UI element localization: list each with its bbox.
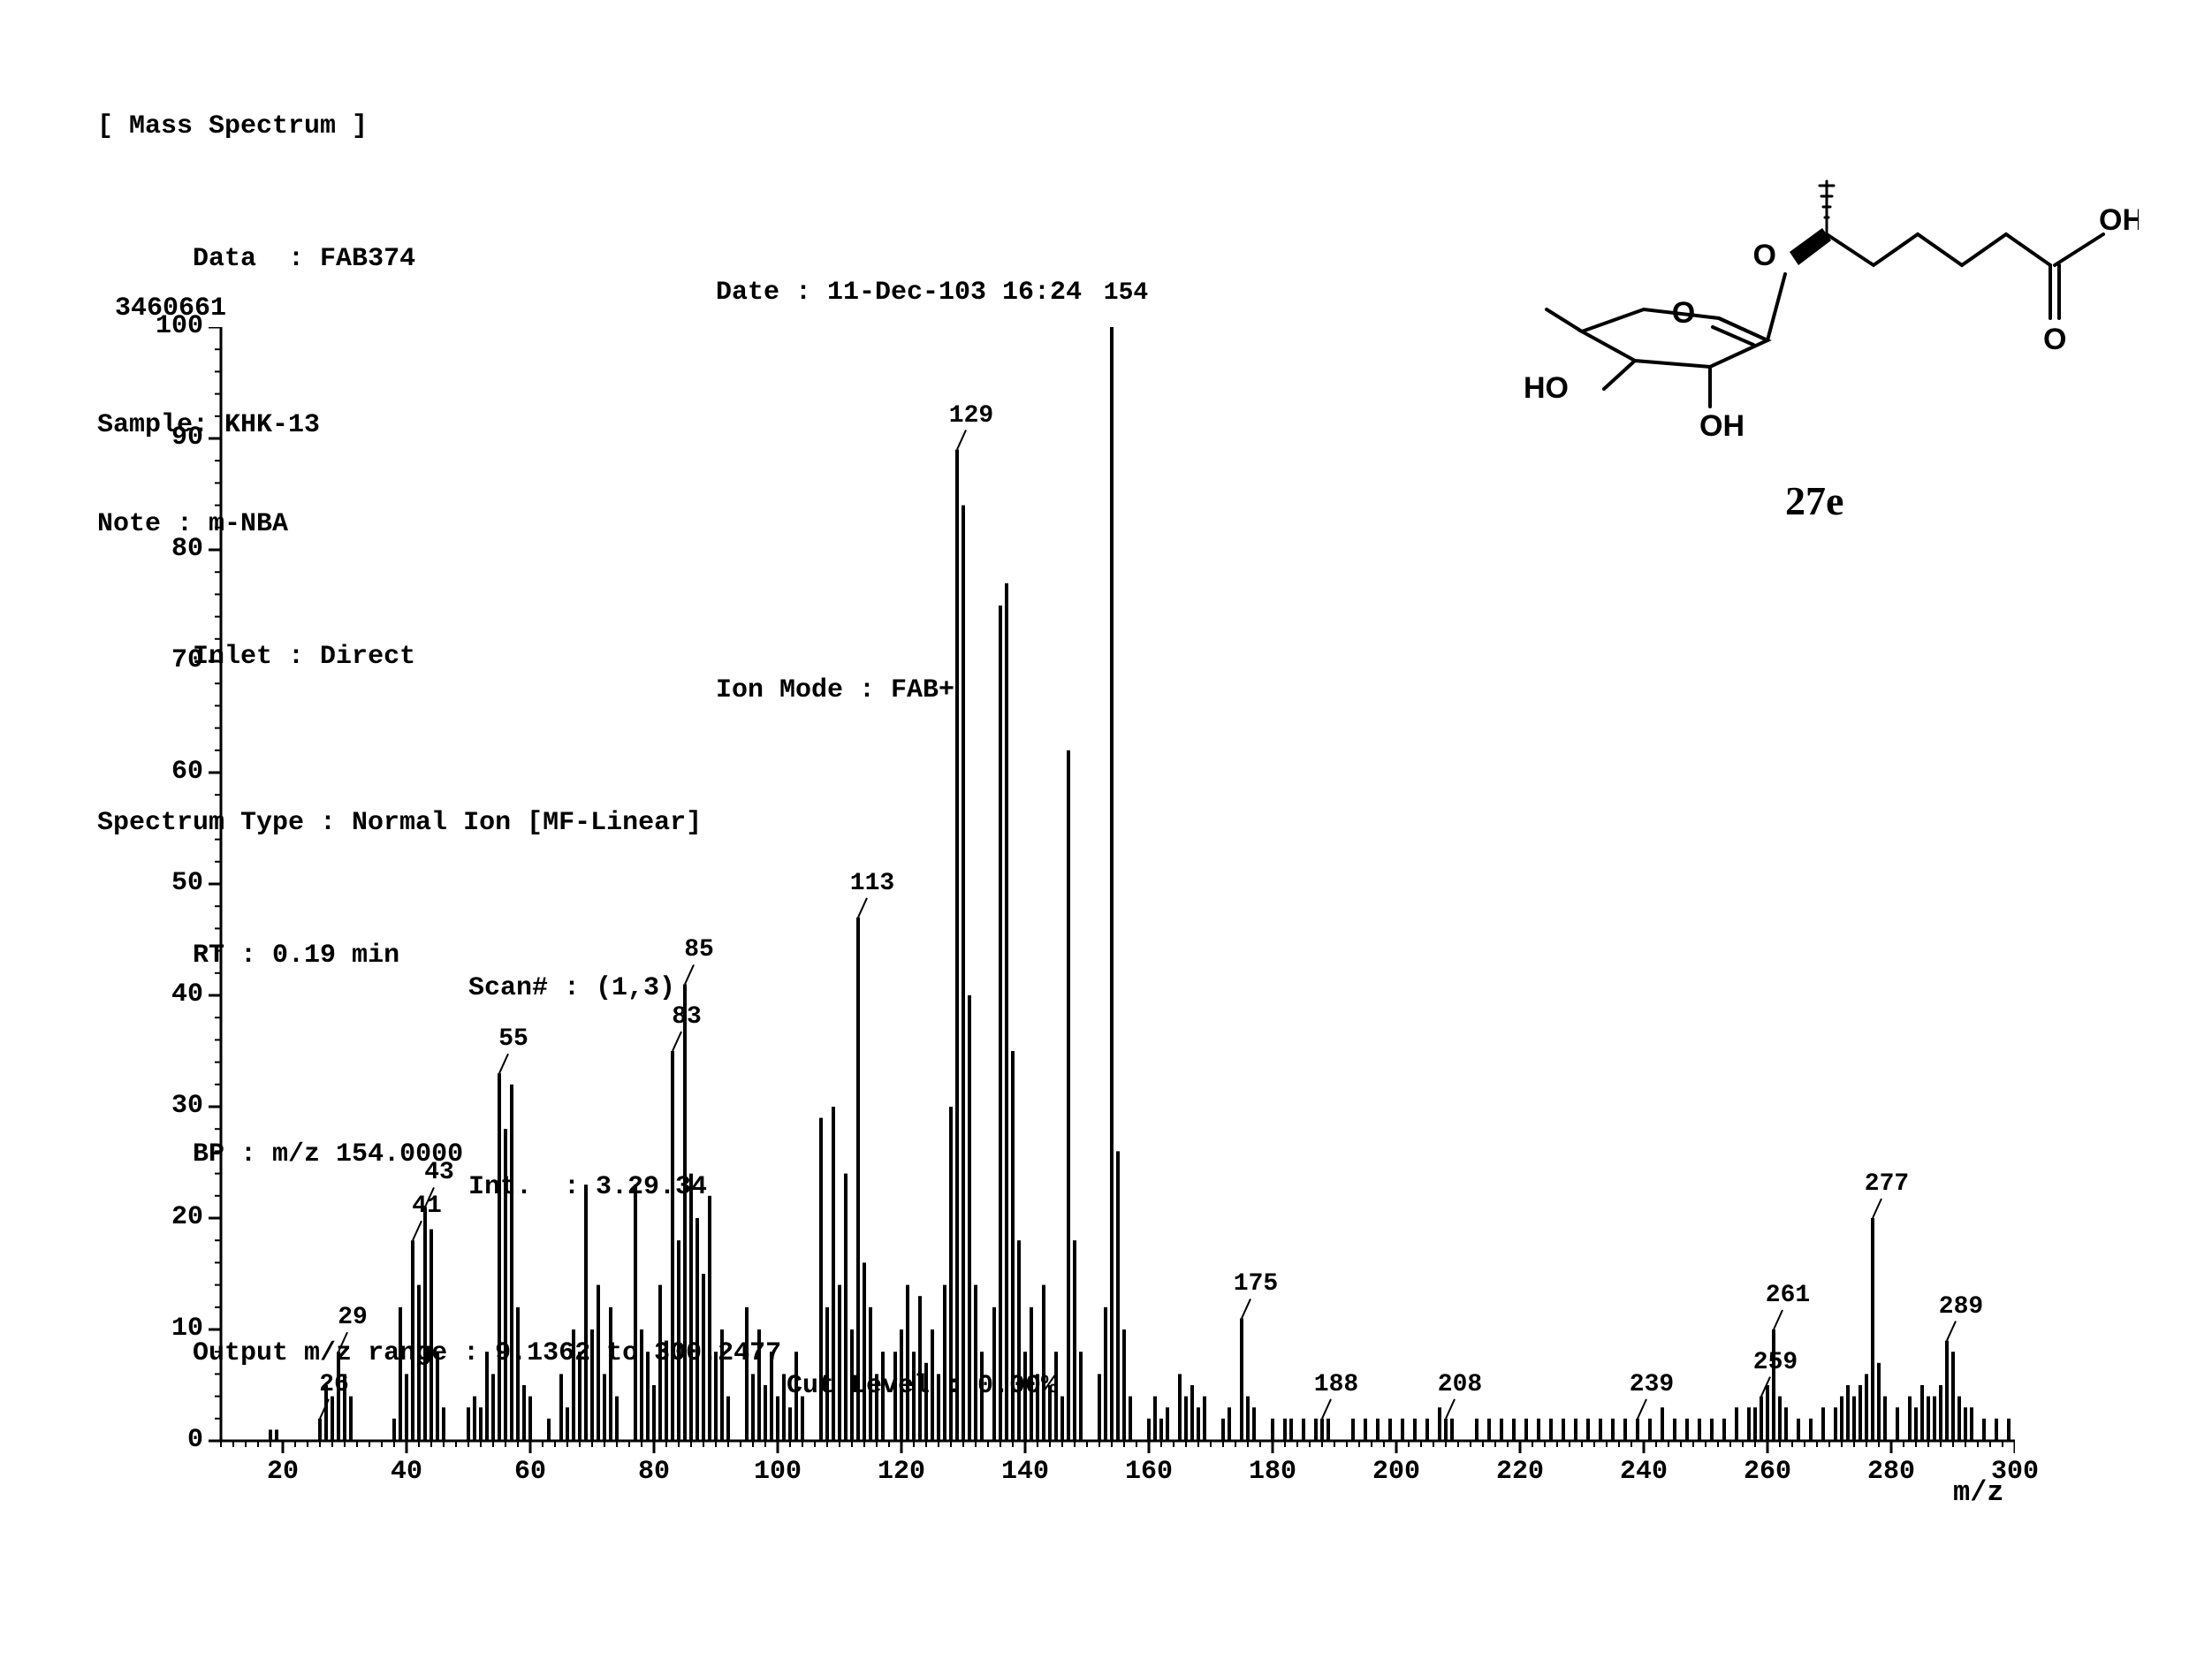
atom-oh-acid: OH	[2099, 203, 2139, 237]
x-tick-label: 280	[1865, 1457, 1918, 1487]
atom-o-dbl: O	[2043, 323, 2066, 356]
y-tick-label: 50	[141, 868, 203, 898]
peak-label: 277	[1865, 1170, 1909, 1198]
atom-o-ether: O	[1753, 239, 1776, 272]
y-tick-label: 70	[141, 645, 203, 675]
y-tick-label: 20	[141, 1202, 203, 1232]
peak-label: 29	[338, 1304, 368, 1331]
peak-label: 55	[498, 1025, 528, 1053]
peak-label: 175	[1234, 1270, 1278, 1298]
peak-label: 41	[412, 1192, 442, 1220]
x-tick-label: 240	[1617, 1457, 1670, 1487]
peak-label: 259	[1753, 1349, 1798, 1376]
peak-label: 261	[1766, 1282, 1810, 1309]
peak-label: 208	[1438, 1371, 1482, 1398]
y-tick-label: 30	[141, 1091, 203, 1121]
y-tick-label: 80	[141, 534, 203, 564]
x-tick-label: 260	[1741, 1457, 1794, 1487]
y-tick-label: 90	[141, 423, 203, 453]
peak-label: 289	[1939, 1293, 1983, 1321]
x-tick-label: 20	[256, 1457, 309, 1487]
x-tick-label: 180	[1246, 1457, 1299, 1487]
y-tick-label: 60	[141, 757, 203, 787]
peak-label: 113	[850, 870, 894, 897]
x-tick-label: 40	[380, 1457, 433, 1487]
peak-label: 188	[1314, 1371, 1358, 1398]
peak-label: 83	[672, 1003, 702, 1031]
x-tick-label: 80	[627, 1457, 680, 1487]
y-tick-label: 100	[141, 311, 203, 341]
peak-label: 85	[684, 936, 714, 964]
x-axis-title: m/z	[1953, 1476, 2004, 1509]
peak-label: 43	[424, 1159, 454, 1186]
peak-label: 129	[949, 402, 993, 430]
y-tick-label: 0	[141, 1425, 203, 1455]
x-tick-label: 160	[1122, 1457, 1175, 1487]
x-tick-label: 100	[751, 1457, 804, 1487]
x-tick-label: 200	[1370, 1457, 1423, 1487]
chart-svg	[177, 327, 2015, 1494]
x-tick-label: 120	[875, 1457, 928, 1487]
mass-spectrum-chart: 0102030405060708090100 20406080100120140…	[177, 327, 2015, 1494]
peak-label: 154	[1104, 279, 1148, 307]
x-tick-label: 220	[1494, 1457, 1547, 1487]
y-tick-label: 40	[141, 979, 203, 1009]
title-row: [ Mass Spectrum ]	[97, 110, 781, 144]
x-tick-label: 140	[999, 1457, 1052, 1487]
peak-label: 26	[319, 1371, 349, 1398]
y-tick-label: 10	[141, 1314, 203, 1344]
date-field: Date : 11-Dec-103 16:24	[716, 277, 1082, 310]
atom-o-ring: O	[1672, 296, 1695, 330]
peak-label: 239	[1630, 1371, 1674, 1398]
page-root: [ Mass Spectrum ] Data : FAB374 Date : 1…	[0, 0, 2212, 1653]
x-tick-label: 60	[504, 1457, 557, 1487]
data-field: Data : FAB374	[193, 244, 415, 274]
